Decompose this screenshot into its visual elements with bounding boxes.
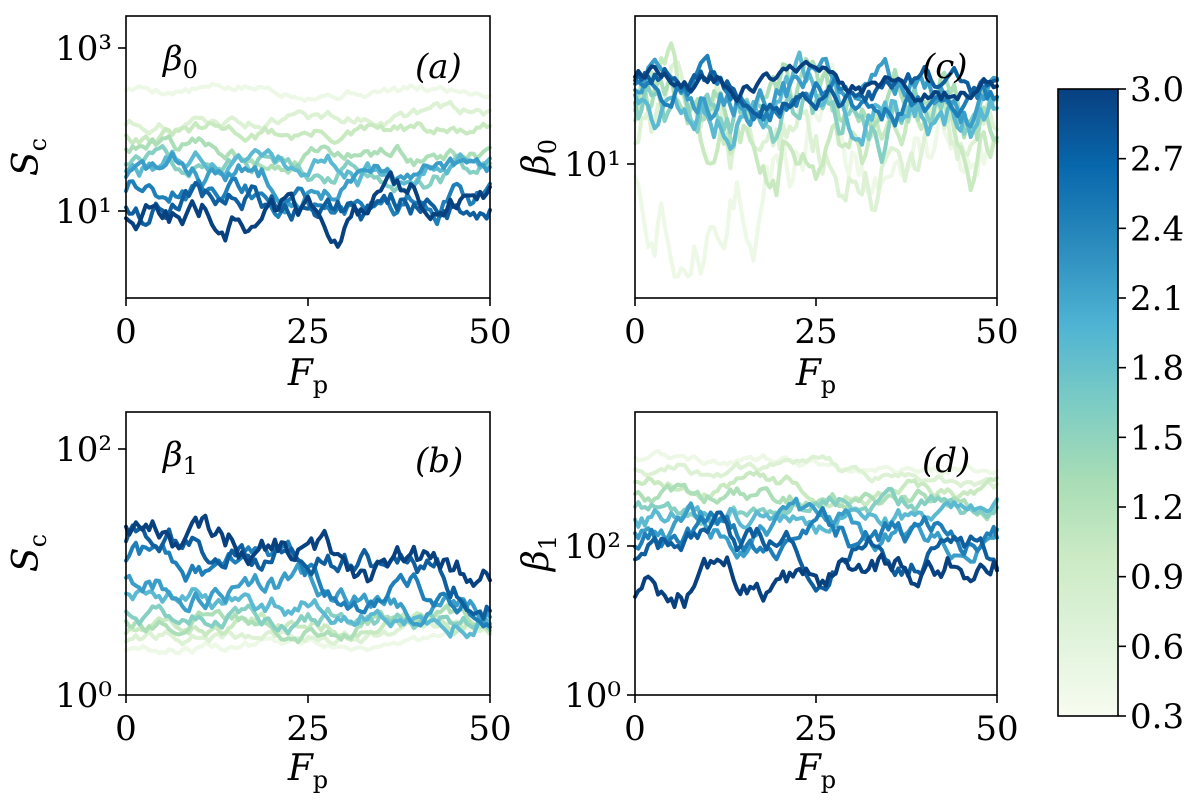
y-tick-label: 10²	[55, 430, 112, 470]
colorbar-tick-label: 2.7	[1130, 140, 1184, 180]
x-tick-label: 50	[468, 312, 511, 352]
series-line	[124, 82, 492, 103]
panel-a-label: (a)	[415, 47, 462, 87]
colorbar-tick-label: 0.3	[1130, 697, 1184, 737]
panel-b: (b) β1 0 25 50 10² 10⁰ Fp Sc	[6, 411, 512, 794]
colorbar-tick-label: 0.6	[1130, 627, 1184, 667]
colorbar-tick-label: 1.2	[1130, 488, 1184, 528]
x-tick-label: 25	[794, 709, 837, 749]
y-tick-label: 10³	[55, 29, 112, 69]
x-tick-label: 25	[286, 312, 329, 352]
panel-c-y-axis-label: β0	[516, 139, 562, 177]
colorbar: 3.0 2.7 2.4 2.1 1.8 1.5 1.2 0.9 0.6 0.3	[1057, 70, 1184, 737]
colorbar-tick-label: 2.1	[1130, 279, 1184, 319]
series-line	[124, 170, 492, 249]
series-line	[633, 496, 999, 564]
series-line	[633, 50, 999, 151]
panel-b-inset-label: β1	[161, 435, 198, 480]
series-line	[124, 120, 492, 146]
series-line	[124, 624, 492, 656]
colorbar-ticks: 3.0 2.7 2.4 2.1 1.8 1.5 1.2 0.9 0.6 0.3	[1118, 70, 1184, 737]
series-line	[633, 62, 999, 279]
panel-b-label: (b)	[415, 441, 463, 481]
panel-a: (a) β0 0 25 50 10³ 10¹ Fp Sc	[6, 15, 512, 399]
panel-d-y-ticks: 10² 10⁰	[564, 527, 635, 716]
panel-a-y-ticks: 10³ 10¹	[55, 29, 126, 232]
colorbar-tick-label: 2.4	[1130, 209, 1184, 249]
panel-a-x-axis-label: Fp	[287, 353, 328, 399]
x-tick-label: 50	[468, 709, 511, 749]
panel-b-y-axis-label: Sc	[6, 534, 52, 572]
series-line	[633, 454, 999, 490]
y-tick-label: 10¹	[55, 192, 112, 232]
series-line	[124, 523, 492, 621]
x-tick-label: 0	[115, 709, 137, 749]
panel-d-label: (d)	[922, 441, 970, 481]
series-line	[633, 448, 999, 477]
panel-c-label: (c)	[922, 47, 968, 87]
panel-d-y-axis-label: β1	[516, 535, 562, 573]
panel-a-lines	[124, 82, 492, 249]
x-tick-label: 50	[975, 312, 1018, 352]
colorbar-frame	[1057, 88, 1119, 717]
series-line	[633, 506, 999, 562]
series-line	[124, 180, 492, 227]
series-line	[633, 497, 999, 535]
y-tick-label: 10⁰	[55, 676, 112, 716]
series-line	[124, 587, 492, 640]
colorbar-tick-label: 1.5	[1130, 418, 1184, 458]
x-tick-label: 0	[115, 312, 137, 352]
colorbar-gradient	[1058, 89, 1118, 716]
series-line	[633, 59, 999, 103]
series-line	[124, 99, 492, 137]
x-tick-label: 0	[624, 312, 646, 352]
panel-a-inset-label: β0	[161, 39, 198, 84]
series-line	[633, 552, 999, 609]
panel-d-lines	[633, 448, 999, 609]
panel-c: (c) 0 25 50 10¹ Fp β0	[516, 15, 1019, 399]
y-tick-label: 10¹	[564, 145, 621, 185]
panel-b-x-axis-label: Fp	[287, 748, 328, 794]
series-line	[124, 134, 492, 175]
series-line	[124, 176, 492, 227]
x-tick-label: 50	[975, 709, 1018, 749]
x-tick-label: 0	[624, 709, 646, 749]
panel-d-x-ticks: 0 25 50	[624, 695, 1019, 749]
x-tick-label: 25	[286, 709, 329, 749]
y-tick-label: 10⁰	[564, 676, 621, 716]
panel-c-x-axis-label: Fp	[795, 353, 836, 399]
panel-c-y-ticks: 10¹	[564, 145, 635, 185]
panel-b-y-ticks: 10² 10⁰	[55, 430, 126, 716]
panel-b-lines	[124, 513, 492, 656]
colorbar-tick-label: 0.9	[1130, 558, 1184, 598]
series-line	[633, 64, 999, 120]
panel-a-y-axis-label: Sc	[6, 138, 52, 176]
y-tick-label: 10²	[564, 527, 621, 567]
colorbar-tick-label: 3.0	[1130, 70, 1184, 110]
panel-c-lines	[633, 41, 999, 279]
series-line	[124, 513, 492, 588]
panel-c-x-ticks: 0 25 50	[624, 298, 1019, 352]
colorbar-tick-label: 1.8	[1130, 349, 1184, 389]
series-line	[124, 151, 492, 215]
panel-a-x-ticks: 0 25 50	[115, 298, 512, 352]
panel-d-x-axis-label: Fp	[795, 748, 836, 794]
x-tick-label: 25	[794, 312, 837, 352]
series-line	[633, 510, 999, 593]
panel-d: (d) 0 25 50 10² 10⁰ Fp β1	[516, 411, 1019, 794]
panel-b-x-ticks: 0 25 50	[115, 695, 512, 749]
